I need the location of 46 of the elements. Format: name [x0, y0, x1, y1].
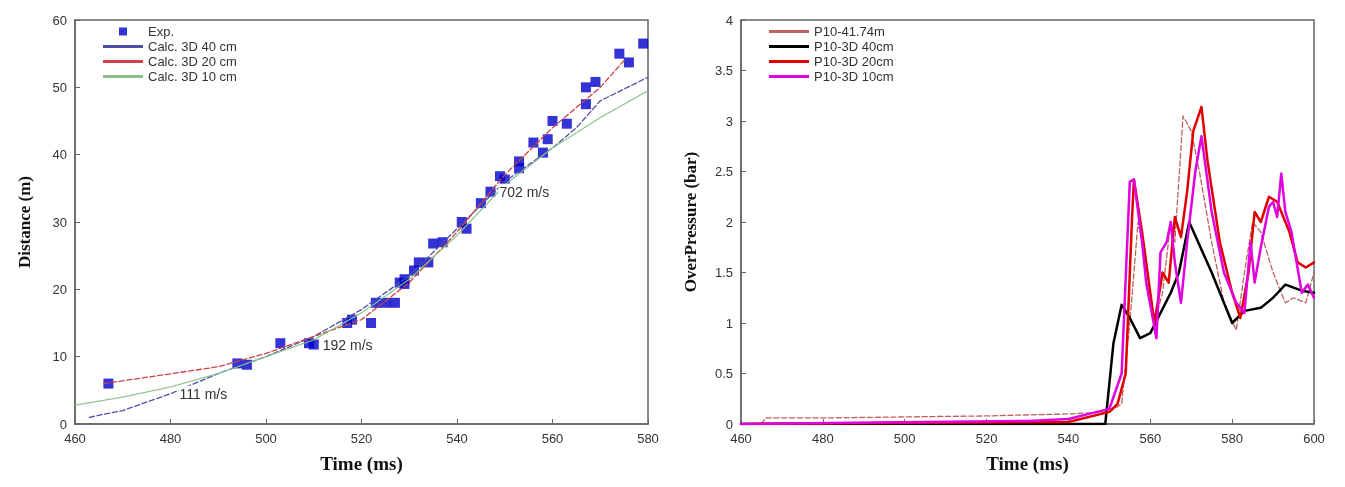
- x-tick-label: 560: [541, 431, 564, 446]
- y-tick-label: 20: [52, 281, 67, 297]
- legend-label: Calc. 3D 10 cm: [148, 69, 237, 84]
- x-tick-label: 580: [637, 431, 659, 446]
- y-tick-label: 0: [59, 416, 67, 432]
- x-tick-label: 480: [812, 431, 834, 446]
- x-tick-label: 520: [975, 431, 998, 446]
- x-axis-title: Time (ms): [320, 453, 403, 475]
- y-tick-label: 1: [725, 315, 733, 331]
- y-tick-label: 30: [52, 214, 67, 230]
- legend-label: Exp.: [148, 24, 175, 39]
- legend-label: P10-3D 20cm: [814, 54, 894, 69]
- x-tick-label: 460: [64, 431, 86, 446]
- legend-label: Calc. 3D 40 cm: [148, 39, 237, 54]
- y-tick-label: 1.5: [714, 265, 733, 280]
- x-tick-label: 600: [1303, 431, 1325, 446]
- annotation: 702 m/s: [499, 183, 550, 200]
- x-tick-label: 500: [255, 431, 277, 446]
- y-tick-label: 2: [725, 214, 733, 230]
- x-tick-label: 580: [1221, 431, 1243, 446]
- x-tick-label: 460: [730, 431, 752, 446]
- y-axis-title: Distance (m): [15, 175, 34, 269]
- y-axis-title: OverPressure (bar): [681, 151, 700, 293]
- legend-label: P10-3D 40cm: [814, 39, 894, 54]
- annotation: 192 m/s: [322, 336, 373, 353]
- annotation: 111 m/s: [179, 385, 228, 402]
- x-tick-label: 520: [350, 431, 373, 446]
- y-tick-label: 0: [725, 416, 733, 432]
- x-tick-label: 540: [1057, 431, 1080, 446]
- legend-label: Calc. 3D 20 cm: [148, 54, 237, 69]
- y-tick-label: 0.5: [714, 366, 733, 381]
- x-tick-label: 500: [893, 431, 916, 446]
- x-axis-title: Time (ms): [986, 453, 1069, 475]
- y-tick-label: 10: [52, 349, 67, 365]
- x-tick-label: 560: [1139, 431, 1162, 446]
- y-tick-label: 2.5: [714, 164, 733, 179]
- y-tick-label: 60: [52, 12, 67, 28]
- y-tick-label: 3.5: [714, 63, 733, 78]
- y-tick-label: 50: [52, 79, 67, 95]
- y-tick-label: 3: [725, 113, 733, 129]
- y-tick-label: 4: [725, 12, 733, 28]
- x-tick-label: 480: [159, 431, 182, 446]
- legend-label: P10-41.74m: [814, 24, 885, 39]
- legend-label: P10-3D 10cm: [814, 69, 894, 84]
- x-tick-label: 540: [446, 431, 468, 446]
- y-tick-label: 40: [52, 147, 67, 163]
